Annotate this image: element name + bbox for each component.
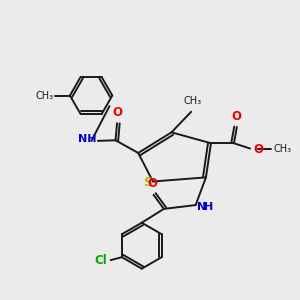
- Text: S: S: [143, 176, 152, 190]
- Text: CH₃: CH₃: [274, 144, 292, 154]
- Text: H: H: [205, 202, 214, 212]
- Text: O: O: [147, 177, 157, 190]
- Text: NH: NH: [78, 134, 96, 144]
- Text: N: N: [197, 202, 207, 212]
- Text: CH₃: CH₃: [36, 91, 54, 100]
- Text: Cl: Cl: [94, 254, 107, 267]
- Text: O: O: [112, 106, 122, 119]
- Text: O: O: [232, 110, 242, 123]
- Text: CH₃: CH₃: [184, 96, 202, 106]
- Text: O: O: [254, 142, 264, 156]
